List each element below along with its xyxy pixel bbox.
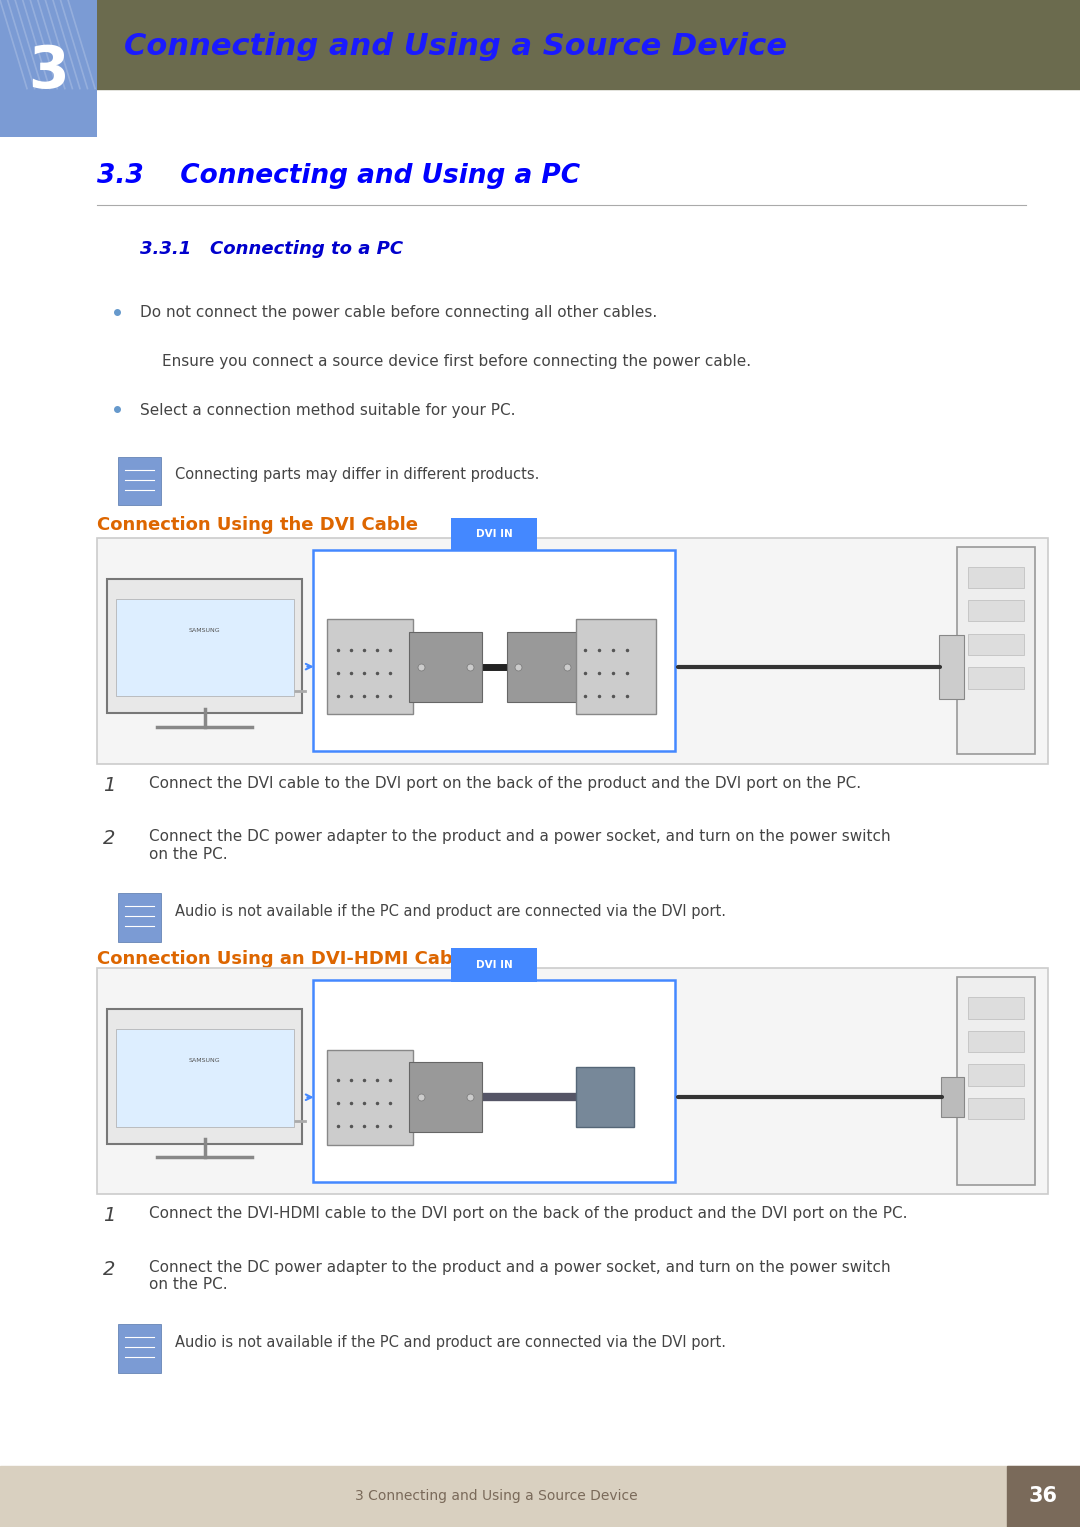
Text: 3 Connecting and Using a Source Device: 3 Connecting and Using a Source Device <box>355 1489 638 1504</box>
FancyBboxPatch shape <box>0 0 97 137</box>
FancyBboxPatch shape <box>327 620 413 715</box>
Text: 36: 36 <box>1029 1486 1057 1507</box>
FancyBboxPatch shape <box>941 1078 964 1118</box>
Text: 1: 1 <box>103 1206 114 1225</box>
Bar <box>1007 1466 1080 1527</box>
FancyBboxPatch shape <box>968 1098 1024 1119</box>
Text: 1: 1 <box>103 776 114 794</box>
FancyBboxPatch shape <box>116 1029 294 1127</box>
FancyBboxPatch shape <box>939 635 964 699</box>
Text: Connect the DC power adapter to the product and a power socket, and turn on the : Connect the DC power adapter to the prod… <box>149 1260 891 1292</box>
FancyBboxPatch shape <box>409 1063 482 1133</box>
Text: DVI IN: DVI IN <box>475 960 513 970</box>
FancyBboxPatch shape <box>968 1064 1024 1086</box>
FancyBboxPatch shape <box>968 634 1024 655</box>
FancyBboxPatch shape <box>118 1324 161 1373</box>
FancyBboxPatch shape <box>451 948 538 982</box>
FancyBboxPatch shape <box>957 547 1035 754</box>
Text: SAMSUNG: SAMSUNG <box>189 628 220 632</box>
Text: DVI IN: DVI IN <box>475 530 513 539</box>
FancyBboxPatch shape <box>968 567 1024 588</box>
FancyBboxPatch shape <box>107 579 302 713</box>
Text: Ensure you connect a source device first before connecting the power cable.: Ensure you connect a source device first… <box>162 354 751 370</box>
FancyBboxPatch shape <box>968 600 1024 621</box>
FancyBboxPatch shape <box>313 980 675 1182</box>
FancyBboxPatch shape <box>118 457 161 505</box>
Text: Audio is not available if the PC and product are connected via the DVI port.: Audio is not available if the PC and pro… <box>175 1335 726 1350</box>
Text: Connection Using the DVI Cable: Connection Using the DVI Cable <box>97 516 418 534</box>
FancyBboxPatch shape <box>313 550 675 751</box>
Text: SAMSUNG: SAMSUNG <box>189 1058 220 1063</box>
Text: Audio is not available if the PC and product are connected via the DVI port.: Audio is not available if the PC and pro… <box>175 904 726 919</box>
FancyBboxPatch shape <box>97 538 1048 764</box>
FancyBboxPatch shape <box>118 893 161 942</box>
FancyBboxPatch shape <box>576 620 656 715</box>
Text: 3: 3 <box>28 43 69 99</box>
Text: Connect the DVI-HDMI cable to the DVI port on the back of the product and the DV: Connect the DVI-HDMI cable to the DVI po… <box>149 1206 907 1222</box>
FancyBboxPatch shape <box>107 1009 302 1144</box>
FancyBboxPatch shape <box>968 997 1024 1019</box>
FancyBboxPatch shape <box>327 1051 413 1145</box>
Text: 3.3.1   Connecting to a PC: 3.3.1 Connecting to a PC <box>140 240 404 258</box>
Text: Connect the DC power adapter to the product and a power socket, and turn on the : Connect the DC power adapter to the prod… <box>149 829 891 861</box>
FancyBboxPatch shape <box>507 632 579 702</box>
Text: Connect the DVI cable to the DVI port on the back of the product and the DVI por: Connect the DVI cable to the DVI port on… <box>149 776 861 791</box>
FancyBboxPatch shape <box>576 1067 634 1127</box>
FancyBboxPatch shape <box>116 599 294 696</box>
FancyBboxPatch shape <box>451 518 538 551</box>
FancyBboxPatch shape <box>957 977 1035 1185</box>
Text: 3.3    Connecting and Using a PC: 3.3 Connecting and Using a PC <box>97 163 580 189</box>
Bar <box>0 0 1080 89</box>
Text: 2: 2 <box>103 829 114 847</box>
Text: Connecting and Using a Source Device: Connecting and Using a Source Device <box>124 32 787 61</box>
Text: Do not connect the power cable before connecting all other cables.: Do not connect the power cable before co… <box>140 305 658 321</box>
FancyBboxPatch shape <box>409 632 482 702</box>
Text: Connecting parts may differ in different products.: Connecting parts may differ in different… <box>175 467 539 483</box>
Bar <box>0 1466 1080 1527</box>
Text: Connection Using an DVI-HDMI Cable: Connection Using an DVI-HDMI Cable <box>97 950 471 968</box>
FancyBboxPatch shape <box>968 667 1024 689</box>
Text: Select a connection method suitable for your PC.: Select a connection method suitable for … <box>140 403 516 418</box>
FancyBboxPatch shape <box>968 1031 1024 1052</box>
FancyBboxPatch shape <box>97 968 1048 1194</box>
Text: 2: 2 <box>103 1260 114 1278</box>
